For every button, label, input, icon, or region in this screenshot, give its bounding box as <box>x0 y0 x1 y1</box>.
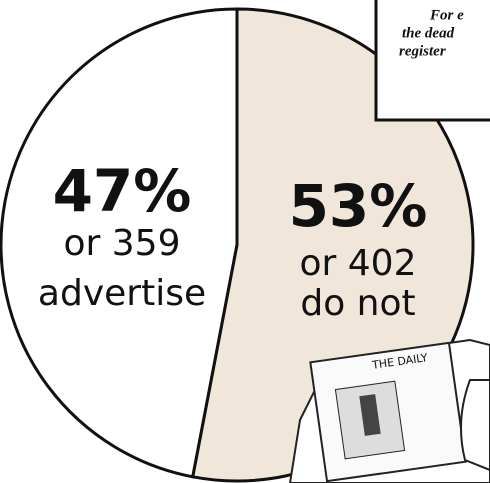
box-line: For e <box>429 7 464 23</box>
category-label: do not <box>300 283 415 324</box>
newspaper: THE DAILY <box>288 338 490 483</box>
value-label: 53% <box>289 172 428 240</box>
box-line: the dead <box>402 25 455 41</box>
count-label: or 402 <box>300 243 417 284</box>
note-box: For e the dead register <box>374 0 490 122</box>
pie-slice <box>0 7 239 479</box>
value-label: 47% <box>53 157 192 225</box>
box-line: register <box>399 43 446 59</box>
category-label: advertise <box>38 273 206 314</box>
count-label: or 359 <box>64 223 181 264</box>
